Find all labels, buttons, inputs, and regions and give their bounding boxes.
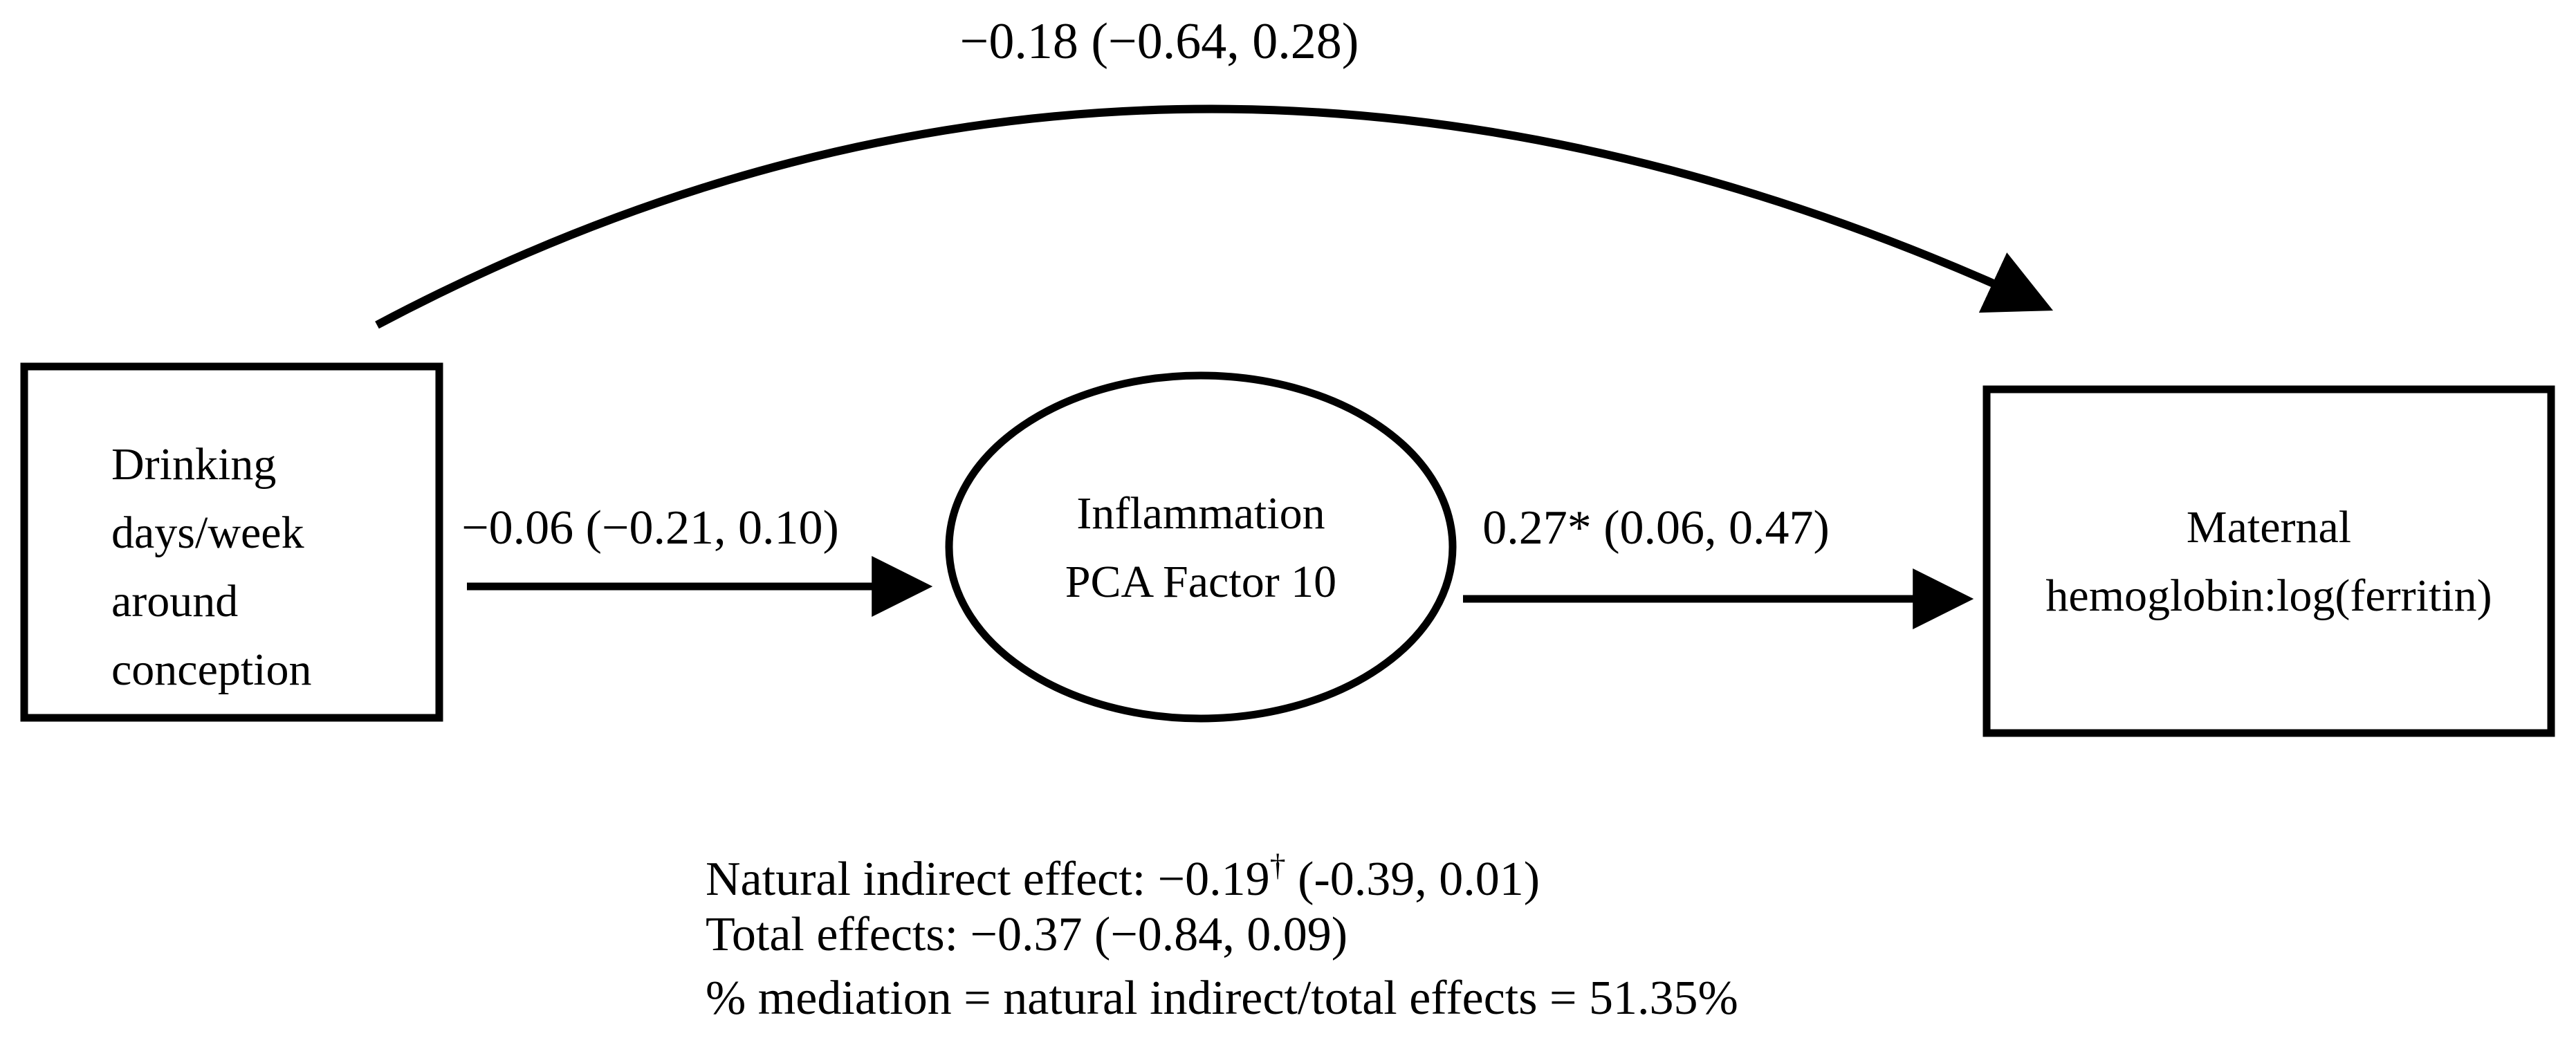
mediator-ellipse (945, 371, 1457, 723)
exposure-box (20, 362, 443, 722)
outcome-box (1982, 385, 2555, 737)
natural-indirect-effect-text: Natural indirect effect: −0.19 (706, 853, 1270, 906)
dagger-superscript: † (1269, 847, 1286, 882)
mediator-label: Inflammation PCA Factor 10 (1065, 488, 1337, 607)
direct-effect-coefficient: −0.18 (−0.64, 0.28) (959, 13, 1359, 70)
mediator-to-outcome-coefficient: 0.27* (0.06, 0.47) (1482, 501, 1830, 555)
exposure-label: Drinking days/week around conception (111, 439, 312, 695)
exposure-to-mediator-coefficient: −0.06 (−0.21, 0.10) (461, 501, 839, 555)
percent-mediation-line: % mediation = natural indirect/total eff… (706, 972, 1738, 1025)
total-effects-line: Total effects: −0.37 (−0.84, 0.09) (706, 908, 1348, 961)
outcome-label: Maternal hemoglobin:log(ferritin) (2045, 502, 2492, 621)
direct-effect-arrow (375, 104, 2054, 329)
effects-summary: Natural indirect effect: −0.19† (-0.39, … (706, 849, 1738, 1026)
natural-indirect-effect-line: Natural indirect effect: −0.19† (-0.39, … (706, 849, 1738, 907)
natural-indirect-effect-ci: (-0.39, 0.01) (1285, 853, 1540, 906)
